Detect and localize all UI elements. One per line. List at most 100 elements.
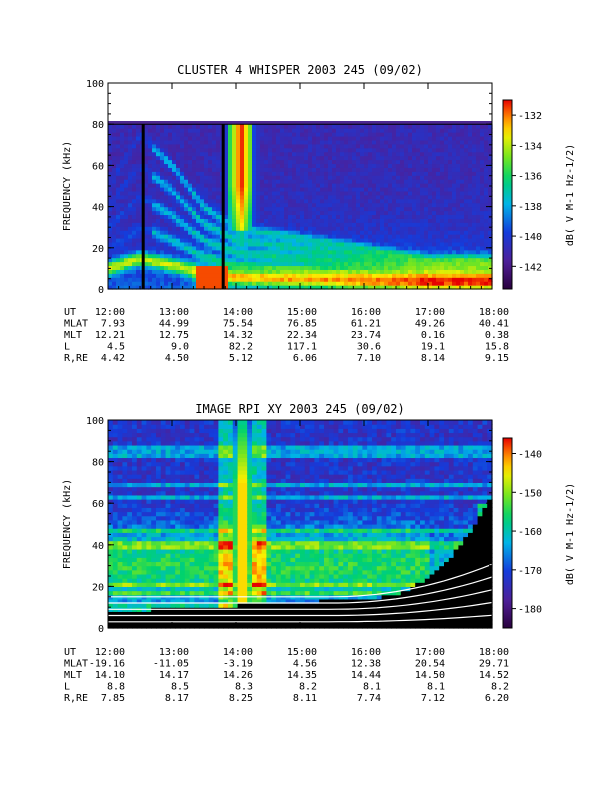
heatmap-cell [160, 440, 167, 446]
heatmap-cell [460, 210, 465, 216]
heatmap-cell [184, 198, 189, 204]
heatmap-cell [388, 128, 393, 133]
heatmap-cell [132, 469, 138, 475]
heatmap-cell [127, 511, 133, 517]
heatmap-cell [136, 206, 141, 212]
heatmap-cell [376, 261, 381, 267]
heatmap-cell [436, 249, 441, 255]
heatmap-cell [376, 132, 381, 137]
heatmap-cell [160, 565, 167, 571]
heatmap-cell [184, 186, 189, 192]
heatmap-cell [168, 135, 173, 141]
heatmap-cell [412, 159, 417, 165]
heatmap-cell [124, 241, 129, 247]
heatmap-cell [224, 285, 229, 290]
heatmap-cell [488, 249, 493, 255]
heatmap-cell [132, 440, 138, 446]
heatmap-cell [352, 226, 357, 231]
heatmap-cell [180, 277, 185, 282]
heatmap-cell [288, 273, 293, 278]
heatmap-cell [356, 273, 361, 278]
heatmap-cell [175, 465, 181, 471]
heatmap-cell [472, 147, 477, 153]
heatmap-cell [272, 249, 277, 255]
heatmap-cell [156, 186, 161, 192]
heatmap-cell [372, 139, 377, 145]
heatmap-cell [328, 202, 333, 208]
heatmap-cell [146, 573, 152, 579]
heatmap-cell [448, 226, 453, 231]
heatmap-cell [288, 171, 293, 176]
heatmap-cell [292, 285, 297, 290]
heatmap-cell [156, 135, 161, 141]
heatmap-cell [416, 245, 421, 251]
heatmap-cell [440, 163, 445, 168]
heatmap-cell [122, 453, 128, 459]
heatmap-cell [148, 273, 153, 278]
heatmap-cell [172, 147, 177, 153]
heatmap-cell [160, 499, 167, 504]
heatmap-cell [212, 245, 217, 251]
heatmap-cell [368, 143, 373, 149]
heatmap-cell [476, 265, 481, 270]
heatmap-cell [244, 143, 249, 149]
heatmap-cell [472, 175, 477, 180]
heatmap-cell [304, 147, 309, 153]
heatmap-cell [336, 218, 341, 223]
heatmap-cell [160, 544, 167, 550]
heatmap-cell [132, 241, 137, 247]
heatmap-cell [380, 234, 385, 239]
heatmap-cell [168, 143, 173, 149]
heatmap-cell [460, 139, 465, 145]
heatmap-cell [468, 226, 473, 231]
heatmap-cell [336, 261, 341, 267]
heatmap-cell [200, 171, 205, 176]
heatmap-cell [276, 237, 281, 243]
heatmap-cell [372, 128, 377, 133]
heatmap-cell [132, 553, 138, 558]
heatmap-cell [117, 519, 123, 525]
heatmap-cell [216, 273, 221, 278]
heatmap-cell [432, 124, 437, 129]
heatmap-cell [376, 159, 381, 165]
heatmap-cell [170, 573, 176, 579]
heatmap-cell [296, 198, 301, 204]
heatmap-cell [236, 159, 241, 165]
heatmap-cell [488, 277, 493, 282]
heatmap-cell [444, 194, 449, 200]
heatmap-cell [352, 139, 357, 145]
heatmap-cell [272, 139, 277, 145]
heatmap-cell [320, 171, 325, 176]
heatmap-cell [192, 237, 197, 243]
heatmap-cell [228, 253, 233, 259]
heatmap-cell [464, 151, 469, 157]
heatmap-cell [127, 548, 133, 554]
heatmap-cell [151, 449, 157, 454]
heatmap-cell [127, 440, 133, 446]
heatmap-cell [416, 249, 421, 255]
heatmap-cell [444, 143, 449, 149]
heatmap-cell [232, 139, 237, 145]
heatmap-cell [144, 135, 149, 141]
heatmap-cell [132, 226, 137, 231]
heatmap-cell [272, 167, 277, 172]
heatmap-cell [180, 143, 185, 149]
heatmap-cell [112, 245, 117, 251]
heatmap-cell [116, 143, 121, 149]
heatmap-cell [160, 277, 165, 282]
heatmap-cell [236, 265, 241, 270]
heatmap-cell [452, 135, 457, 141]
heatmap-cell [212, 241, 217, 247]
heatmap-cell [268, 206, 273, 212]
heatmap-cell [240, 214, 245, 219]
heatmap-cell [124, 139, 129, 145]
heatmap-cell [160, 135, 165, 141]
heatmap-cell [340, 175, 345, 180]
heatmap-cell [416, 194, 421, 200]
heatmap-cell [170, 557, 176, 563]
heatmap-cell [428, 230, 433, 235]
heatmap-cell [336, 222, 341, 227]
heatmap-cell [412, 245, 417, 251]
heatmap-cell [244, 273, 249, 278]
heatmap-cell [160, 561, 167, 567]
